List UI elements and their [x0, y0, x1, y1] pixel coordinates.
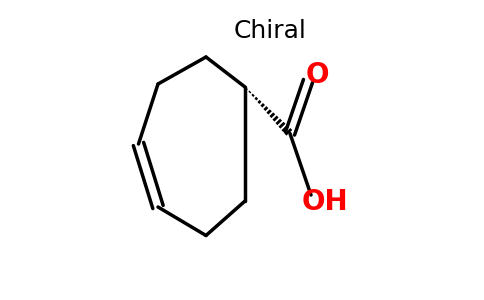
- Text: Chiral: Chiral: [234, 20, 307, 44]
- Text: O: O: [305, 61, 329, 89]
- Text: OH: OH: [301, 188, 348, 217]
